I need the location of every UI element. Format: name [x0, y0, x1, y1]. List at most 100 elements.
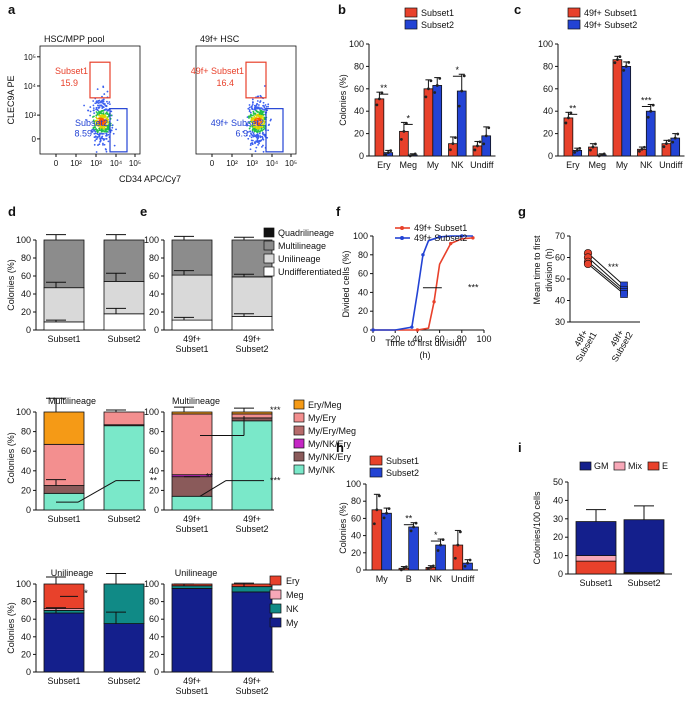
- flow-event: [248, 106, 251, 109]
- data-point: [375, 508, 379, 512]
- x-category-label: Subset1: [47, 334, 80, 344]
- panel-d3-y-tick-label: 100: [16, 579, 31, 589]
- stack-GM: [575, 521, 617, 556]
- stack-My/Ery: [43, 443, 85, 486]
- flow-event: [91, 128, 94, 131]
- x-category-label: 49f+: [183, 334, 201, 344]
- data-point: [622, 69, 626, 72]
- panel-d-y-tick-label: 40: [21, 289, 31, 299]
- flow-event: [104, 115, 107, 118]
- flow-event: [98, 143, 101, 146]
- x-category-label: Subset2: [107, 514, 140, 524]
- data-point: [402, 566, 406, 570]
- panel-e3-y-tick-label: 80: [149, 597, 159, 607]
- flow-event: [98, 134, 101, 137]
- x-category-label: Subset2: [107, 676, 140, 686]
- legend-swatch: [269, 575, 282, 586]
- flow-event: [261, 111, 263, 113]
- significance-mark: ***: [608, 262, 619, 272]
- panel-f-x-tick-label: 40: [412, 334, 422, 344]
- stack-Unilineage: [43, 287, 85, 323]
- x-category-label: Ery: [566, 160, 580, 170]
- flow-event: [252, 135, 255, 138]
- significance-mark: **: [380, 83, 388, 93]
- flow-event: [256, 100, 259, 102]
- flow-event: [247, 107, 250, 110]
- panel-letter-b: b: [338, 2, 346, 17]
- stack-Ery/Meg: [43, 411, 85, 445]
- y-tick-label: 10⁴: [24, 82, 37, 91]
- data-point: [613, 61, 617, 65]
- legend-label: Ery: [286, 576, 300, 586]
- panel-d-ylabel: Colonies (%): [6, 259, 16, 311]
- series-line-1: [373, 235, 473, 331]
- panel-f-y-tick-label: 40: [358, 287, 368, 297]
- x-category-label: Subset1: [47, 676, 80, 686]
- x-category-label: B: [406, 574, 412, 584]
- stack-My/Ery: [231, 413, 273, 419]
- flow-event: [98, 123, 101, 126]
- x-category-label: Undiff: [451, 574, 475, 584]
- stack-Mix: [575, 555, 617, 562]
- panel-letter-f: f: [336, 204, 341, 219]
- panel-d2-y-tick-label: 0: [26, 505, 31, 515]
- panel-d3-title: Unilineage: [51, 568, 94, 578]
- flow-event: [92, 126, 95, 129]
- panel-b-y-tick-label: 0: [359, 151, 364, 161]
- panel-h-y-tick-label: 20: [351, 548, 361, 558]
- data-point: [484, 134, 488, 138]
- flow-event: [103, 127, 105, 130]
- panel-g-ylabel2: division (h): [544, 248, 554, 292]
- y-tick-label: 0: [32, 135, 37, 144]
- flow-xlabel: CD34 APC/Cy7: [119, 174, 181, 184]
- stack-E: [575, 560, 617, 575]
- flow-event: [248, 108, 251, 111]
- data-point: [424, 95, 428, 99]
- flow-event: [99, 112, 102, 114]
- panel-d2-y-tick-label: 60: [21, 446, 31, 456]
- flow-event: [100, 128, 103, 131]
- flow-event: [96, 108, 98, 111]
- data-point: [487, 126, 491, 130]
- series-point: [410, 325, 414, 329]
- panel-d-y-tick-label: 80: [21, 253, 31, 263]
- stack-My: [171, 588, 213, 673]
- panel-b-y-tick-label: 60: [354, 84, 364, 94]
- flow-event: [252, 132, 255, 135]
- flow-event: [92, 119, 95, 122]
- panel-d3-y-tick-label: 40: [21, 632, 31, 642]
- flow-event: [109, 103, 111, 105]
- flow-event: [102, 106, 105, 109]
- flow-event: [104, 114, 106, 116]
- stack-My/NK: [103, 425, 145, 511]
- flow-event: [116, 119, 119, 121]
- panel-e2-y-tick-label: 100: [144, 407, 159, 417]
- legend-swatch-subset2: [369, 467, 383, 478]
- flow-event: [105, 132, 108, 135]
- legend-swatch: [293, 425, 305, 436]
- flow-event: [103, 123, 106, 126]
- flow-event: [107, 133, 110, 136]
- data-point: [458, 530, 462, 534]
- bar-My-0: [423, 88, 434, 157]
- legend-label: My/Ery/Meg: [308, 426, 356, 436]
- gate1-name: 49f+ Subset1: [191, 66, 244, 76]
- data-point: [602, 152, 606, 156]
- panel-e2-y-tick-label: 80: [149, 427, 159, 437]
- data-point: [431, 564, 435, 568]
- flow-event: [105, 150, 108, 153]
- flow-event: [259, 115, 261, 117]
- x-category-label: Ery: [377, 160, 391, 170]
- flow-event: [95, 122, 98, 125]
- x-category-label: 49f+: [183, 514, 201, 524]
- flow-event: [257, 135, 260, 138]
- panel-letter-h: h: [336, 440, 344, 455]
- flow-event: [254, 107, 256, 109]
- x-category-label: Undiff: [659, 160, 683, 170]
- flow-event: [105, 148, 107, 151]
- series-point: [432, 300, 436, 304]
- flow-event: [256, 140, 259, 143]
- gate1-value: 15.9: [60, 78, 78, 88]
- flow-event: [95, 101, 98, 104]
